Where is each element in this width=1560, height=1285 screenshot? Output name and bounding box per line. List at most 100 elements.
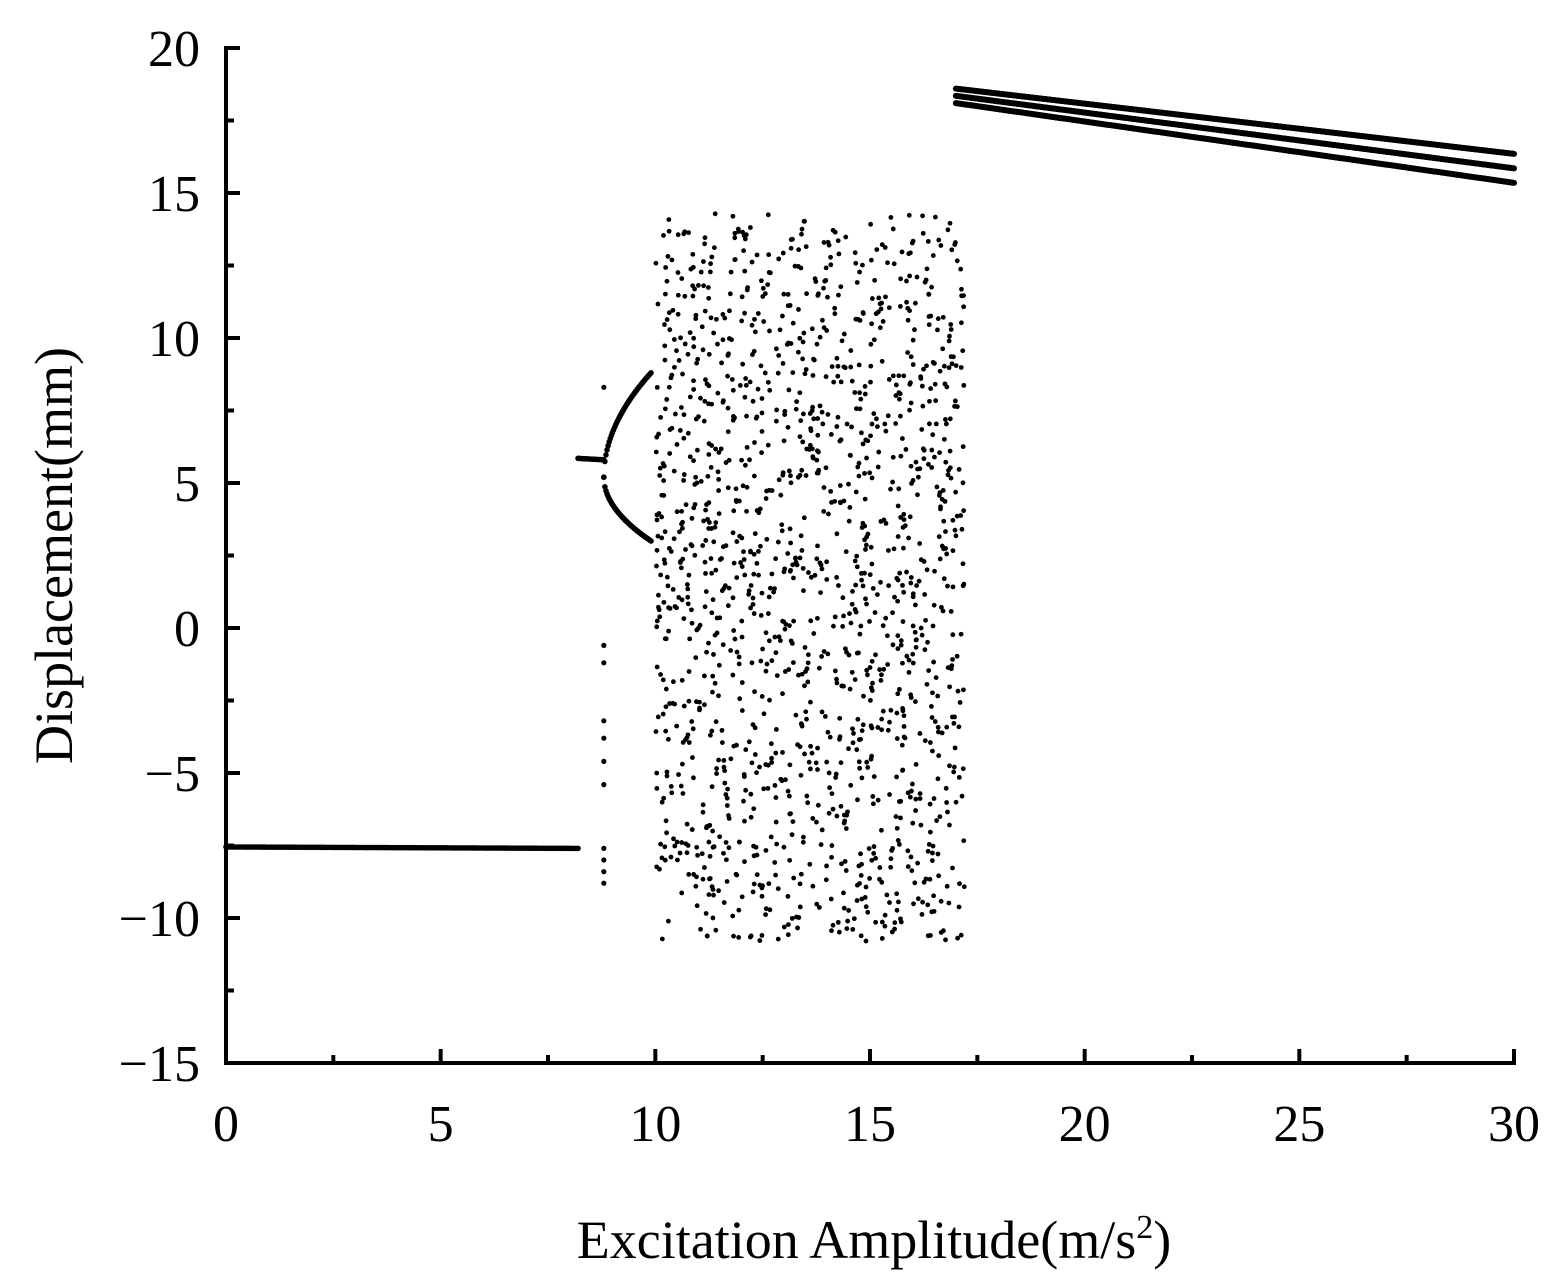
data-point <box>667 427 673 432</box>
x-axis-title-main: Excitation Amplitude(m/s <box>577 1210 1136 1270</box>
data-point <box>742 818 747 824</box>
data-point <box>759 410 765 416</box>
data-point <box>898 276 904 282</box>
data-point <box>829 499 834 505</box>
data-point <box>869 857 875 863</box>
data-point <box>945 472 951 478</box>
data-point <box>862 384 868 389</box>
data-point <box>782 408 788 414</box>
data-point <box>800 356 806 362</box>
data-point <box>692 502 698 507</box>
data-point <box>946 900 952 906</box>
data-point <box>654 384 660 390</box>
data-point <box>666 736 671 742</box>
data-point <box>913 644 919 650</box>
data-point <box>889 929 895 935</box>
data-point <box>655 714 661 720</box>
data-point <box>887 792 892 797</box>
data-point <box>804 291 809 297</box>
data-point <box>898 642 904 648</box>
data-point <box>918 822 924 828</box>
data-point <box>849 601 855 607</box>
data-point <box>742 268 748 274</box>
data-point <box>654 770 660 776</box>
data-point <box>689 719 695 724</box>
data-point <box>758 363 764 369</box>
data-point <box>896 842 902 847</box>
data-point <box>862 537 867 543</box>
data-point <box>868 379 873 385</box>
data-point <box>917 796 923 801</box>
x-tick-label: 30 <box>1488 1096 1540 1153</box>
data-point <box>766 881 772 887</box>
data-point <box>898 514 904 520</box>
data-point <box>792 263 798 269</box>
data-point <box>936 753 942 759</box>
data-point <box>766 638 772 644</box>
data-point <box>730 530 736 536</box>
data-point <box>927 801 933 807</box>
data-point <box>903 447 909 452</box>
data-point <box>885 413 891 419</box>
data-point <box>719 740 725 746</box>
data-point <box>658 841 664 847</box>
data-point <box>880 623 886 629</box>
data-point <box>904 653 910 659</box>
data-point <box>752 725 758 731</box>
data-point <box>704 933 710 939</box>
data-point <box>910 651 916 657</box>
data-point <box>894 825 900 831</box>
data-point <box>958 631 964 637</box>
data-point <box>782 669 788 674</box>
data-point <box>744 413 749 419</box>
data-point <box>772 860 778 865</box>
data-point <box>831 623 836 629</box>
data-point <box>905 350 911 355</box>
data-point <box>763 496 769 501</box>
data-point <box>815 802 821 808</box>
data-point <box>802 683 807 689</box>
data-point <box>953 799 959 805</box>
data-point <box>687 330 693 336</box>
data-point <box>672 604 678 609</box>
data-point <box>815 432 821 438</box>
data-point <box>693 316 699 322</box>
data-point <box>821 649 827 654</box>
data-point <box>808 766 813 772</box>
data-point <box>668 854 674 860</box>
data-point <box>956 904 962 910</box>
data-point <box>835 919 841 925</box>
data-point <box>703 507 709 513</box>
data-point <box>816 665 822 671</box>
data-point <box>711 330 717 336</box>
data-point <box>724 803 730 808</box>
data-point <box>896 486 902 492</box>
data-point <box>901 713 907 719</box>
data-point <box>702 241 708 247</box>
data-point <box>860 441 866 447</box>
data-point <box>867 619 872 624</box>
data-point <box>657 614 663 620</box>
data-point <box>787 857 793 863</box>
data-point <box>951 720 957 726</box>
data-point <box>865 765 871 770</box>
data-point <box>932 454 937 460</box>
data-point <box>926 322 932 328</box>
data-point <box>754 872 760 878</box>
data-point <box>706 452 712 457</box>
data-point <box>886 305 892 311</box>
data-point <box>692 286 697 292</box>
x-tick-label: 5 <box>428 1096 454 1153</box>
data-point <box>851 731 856 736</box>
data-point <box>781 844 787 850</box>
data-point <box>950 657 955 662</box>
data-point <box>810 816 816 821</box>
data-point <box>888 864 894 870</box>
data-point <box>854 553 860 559</box>
data-point <box>786 793 792 799</box>
data-point <box>781 438 787 444</box>
y-tick-label: 0 <box>174 601 200 658</box>
data-point <box>686 872 692 877</box>
y-tick-label: 15 <box>148 166 200 223</box>
data-point <box>654 624 660 630</box>
